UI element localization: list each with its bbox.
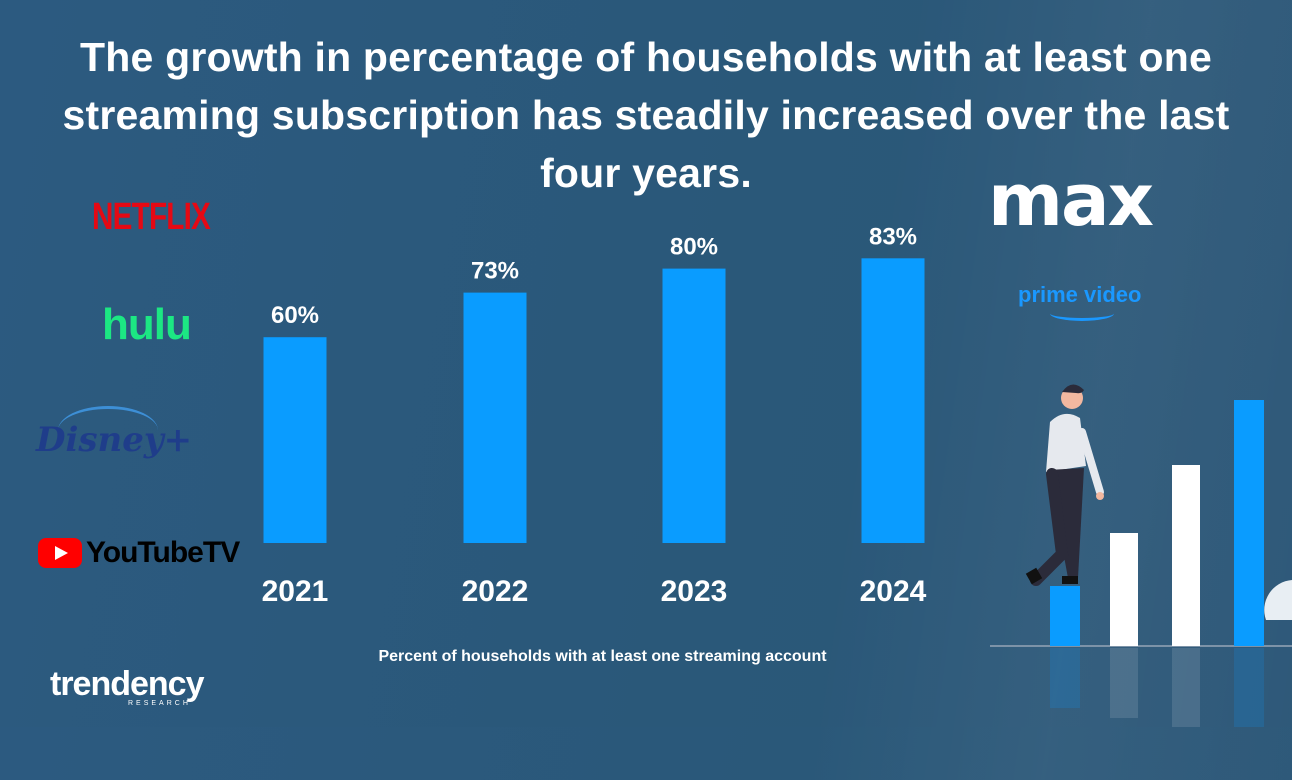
prime-video-logo: prime video (1018, 282, 1142, 307)
illustration-reflection-4 (1234, 648, 1264, 727)
illustration-bar-3 (1172, 465, 1200, 646)
x-tick-label-2022: 2022 (462, 575, 529, 608)
illustration-reflection-3 (1172, 648, 1200, 727)
x-tick-label-2023: 2023 (661, 575, 728, 608)
growth-illustration (990, 384, 1292, 727)
disney-arc-icon (58, 406, 158, 455)
x-tick-label-2024: 2024 (860, 575, 927, 608)
person-figure (1025, 384, 1104, 586)
youtube-tv-logo: YouTubeTV (38, 536, 240, 570)
illustration-reflection-2 (1110, 648, 1138, 718)
illustration-bar-2 (1110, 533, 1138, 646)
data-label-2023: 80% (670, 234, 718, 261)
chart-caption: Percent of households with at least one … (378, 648, 827, 665)
netflix-logo: NETFLIX (92, 196, 211, 238)
data-label-2021: 60% (271, 302, 319, 329)
trendency-logo: trendency (50, 665, 204, 703)
bar-2023 (662, 268, 726, 543)
data-label-2024: 83% (869, 223, 917, 250)
illustration-shape (1264, 580, 1292, 620)
illustration-reflection-1 (1050, 648, 1080, 708)
trendency-subtitle: RESEARCH (128, 700, 191, 707)
illustration-bar-1 (1050, 586, 1080, 646)
illustration-bar-4 (1234, 400, 1264, 646)
bar-2021 (263, 337, 327, 543)
page-title: The growth in percentage of households w… (62, 34, 1230, 196)
bar-2022 (463, 292, 527, 543)
bar-2024 (861, 258, 925, 543)
data-label-2022: 73% (471, 258, 519, 285)
hulu-logo: hulu (102, 300, 192, 349)
x-tick-label-2021: 2021 (262, 575, 329, 608)
bar-chart: 60% 2021 73% 2022 80% 2023 83% 2024 (262, 223, 927, 608)
prime-smile-icon (1050, 306, 1114, 321)
youtube-play-icon (38, 538, 82, 568)
youtube-tv-label: YouTubeTV (86, 536, 240, 569)
disney-plus-logo: Disney+ (36, 420, 193, 460)
max-logo: max (988, 158, 1154, 242)
